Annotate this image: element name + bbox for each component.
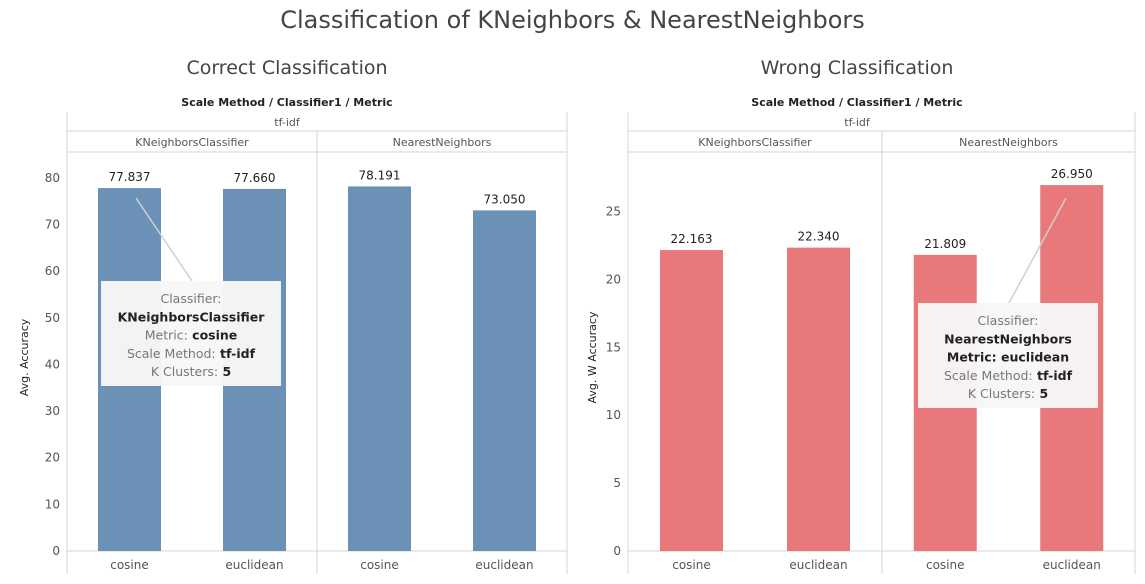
bar <box>348 186 411 552</box>
bar <box>787 247 850 552</box>
tooltip-line: K Clusters: 5 <box>968 386 1048 401</box>
group-header: KNeighborsClassifier <box>698 136 812 149</box>
scale-method-label: tf-idf <box>274 116 301 129</box>
x-tick-label: cosine <box>110 558 149 572</box>
bar-value-label: 77.660 <box>234 171 276 185</box>
tooltip-label: K Clusters: <box>151 364 218 379</box>
y-tick-label: 60 <box>45 264 60 278</box>
y-tick-label: 70 <box>45 218 60 232</box>
group-header: KNeighborsClassifier <box>135 136 249 149</box>
column-header: Scale Method / Classifier1 / Metric <box>751 96 962 109</box>
y-tick-label: 5 <box>613 476 621 490</box>
tooltip-line: KNeighborsClassifier <box>118 309 266 324</box>
bar-value-label: 73.050 <box>484 192 526 206</box>
tooltip-value: Metric: euclidean <box>947 350 1069 365</box>
tooltip-box <box>101 281 281 386</box>
y-axis-title: Avg. W Accuracy <box>586 311 599 403</box>
page-title: Classification of KNeighbors & NearestNe… <box>280 6 865 34</box>
tooltip-line: NearestNeighbors <box>944 331 1072 346</box>
y-tick-label: 30 <box>45 404 60 418</box>
x-tick-label: cosine <box>926 558 965 572</box>
bar-value-label: 22.340 <box>798 230 840 244</box>
tooltip-pointer <box>1008 197 1067 304</box>
x-tick-label: cosine <box>360 558 399 572</box>
bar-value-label: 26.950 <box>1051 167 1093 181</box>
y-tick-label: 20 <box>45 451 60 465</box>
tooltip-value: tf-idf <box>1033 368 1073 383</box>
x-tick-label: euclidean <box>225 558 283 572</box>
tooltip-line: Classifier: <box>977 313 1038 328</box>
scale-method-label: tf-idf <box>844 116 871 129</box>
bar-value-label: 77.837 <box>109 170 151 184</box>
group-header: NearestNeighbors <box>393 136 492 149</box>
y-tick-label: 40 <box>45 357 60 371</box>
tooltip-label: Classifier: <box>160 291 221 306</box>
tooltip-line: Classifier: <box>160 291 221 306</box>
group-header: NearestNeighbors <box>959 136 1058 149</box>
y-tick-label: 10 <box>606 408 621 422</box>
y-tick-label: 20 <box>606 272 621 286</box>
y-tick-label: 15 <box>606 340 621 354</box>
y-tick-label: 0 <box>613 544 621 558</box>
x-tick-label: euclidean <box>475 558 533 572</box>
x-tick-label: euclidean <box>1043 558 1101 572</box>
tooltip-value: tf-idf <box>216 346 256 361</box>
column-header: Scale Method / Classifier1 / Metric <box>181 96 392 109</box>
x-tick-label: euclidean <box>789 558 847 572</box>
bar-value-label: 22.163 <box>671 232 713 246</box>
bar-value-label: 78.191 <box>359 168 401 182</box>
tooltip-label: Scale Method: <box>944 368 1033 383</box>
x-tick-label: cosine <box>672 558 711 572</box>
tooltip-line: Metric: cosine <box>145 328 238 343</box>
bar <box>473 210 536 551</box>
bar-value-label: 21.809 <box>924 237 966 251</box>
tooltip-value: 5 <box>218 364 231 379</box>
tooltip-value: KNeighborsClassifier <box>118 309 266 324</box>
tooltip-label: Metric: <box>145 328 188 343</box>
chart-title: Correct Classification <box>186 57 387 79</box>
bar <box>660 250 723 551</box>
tooltip-value: 5 <box>1035 386 1048 401</box>
tooltip-pointer <box>135 197 193 282</box>
y-tick-label: 10 <box>45 497 60 511</box>
tooltip-value: cosine <box>188 328 237 343</box>
tooltip-box <box>918 303 1098 408</box>
tooltip-label: K Clusters: <box>968 386 1035 401</box>
tooltip-line: Metric: euclidean <box>947 350 1069 365</box>
tooltip-value: NearestNeighbors <box>944 331 1072 346</box>
tooltip-label: Classifier: <box>977 313 1038 328</box>
y-axis-title: Avg. Accuracy <box>18 318 31 396</box>
tooltip-line: Scale Method: tf-idf <box>944 368 1073 383</box>
chart-title: Wrong Classification <box>761 57 954 79</box>
tooltip-line: Scale Method: tf-idf <box>127 346 256 361</box>
y-tick-label: 80 <box>45 171 60 185</box>
y-tick-label: 25 <box>606 205 621 219</box>
y-tick-label: 50 <box>45 311 60 325</box>
tooltip-label: Scale Method: <box>127 346 216 361</box>
tooltip-line: K Clusters: 5 <box>151 364 231 379</box>
y-tick-label: 0 <box>52 544 60 558</box>
